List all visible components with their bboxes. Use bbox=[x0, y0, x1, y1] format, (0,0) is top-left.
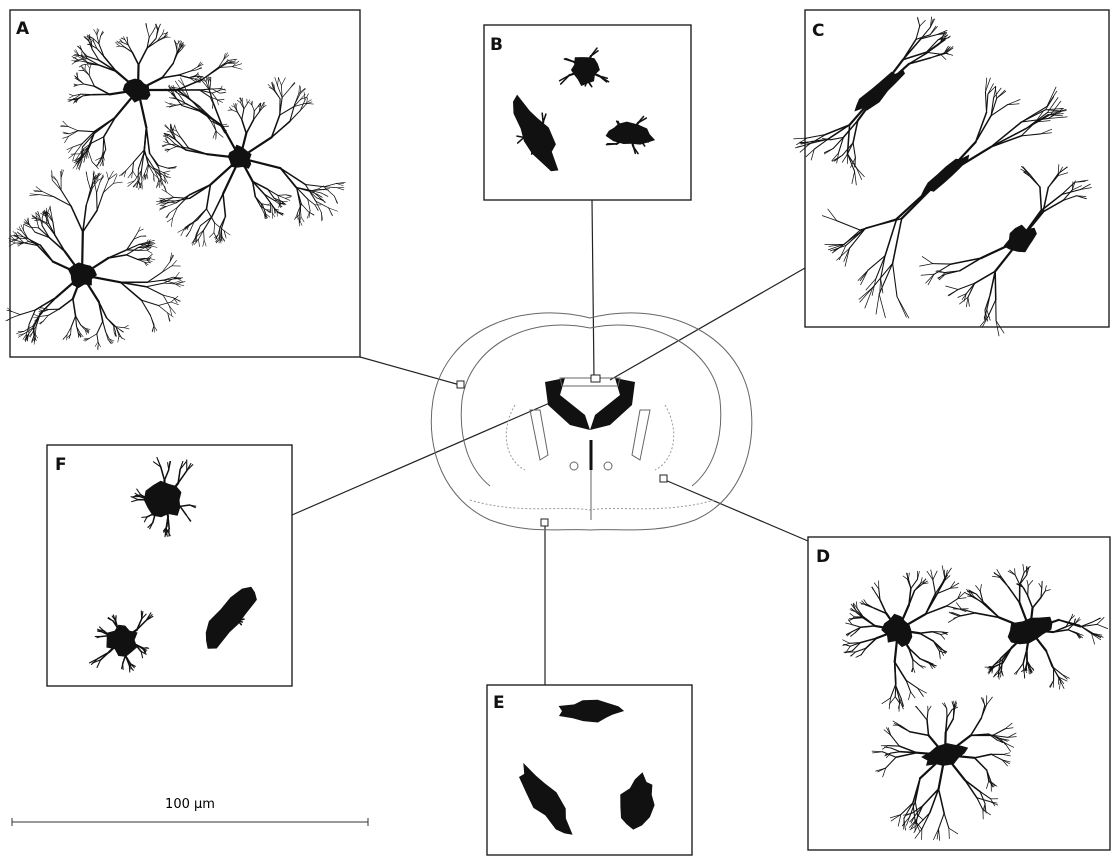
process bbox=[895, 662, 896, 686]
panel-label: E bbox=[493, 693, 505, 713]
connectors bbox=[292, 200, 808, 686]
panel-label: F bbox=[55, 455, 67, 475]
process bbox=[850, 643, 861, 644]
panel-a bbox=[10, 10, 360, 357]
panel-f bbox=[47, 445, 292, 686]
figure: A B C D E F 100 µm bbox=[0, 0, 1113, 856]
panel-label: B bbox=[490, 35, 503, 55]
scale-label: 100 µm bbox=[165, 797, 215, 812]
brain-section bbox=[431, 313, 752, 530]
process bbox=[97, 193, 98, 210]
panel-label: A bbox=[16, 19, 30, 39]
process bbox=[81, 94, 93, 95]
panel-label: C bbox=[812, 21, 824, 41]
process bbox=[854, 618, 863, 619]
scale-bar: 100 µm bbox=[12, 797, 368, 826]
panel-label: D bbox=[816, 547, 830, 567]
process bbox=[129, 665, 130, 672]
panel-d bbox=[808, 537, 1110, 850]
process bbox=[1026, 661, 1027, 667]
process bbox=[607, 144, 617, 145]
process bbox=[995, 271, 996, 299]
process bbox=[278, 195, 286, 196]
